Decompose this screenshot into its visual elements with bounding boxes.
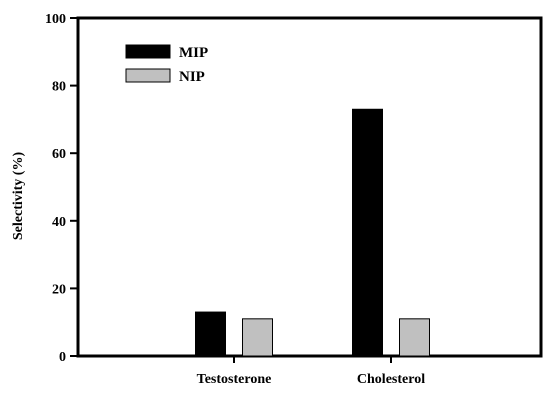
legend-swatch-nip (125, 68, 171, 83)
legend-label-mip: MIP (179, 45, 208, 61)
bar-nip-testosterone (242, 318, 273, 357)
bars (195, 108, 430, 357)
y-tick-label: 60 (52, 147, 66, 162)
y-tick-label: 40 (52, 215, 66, 230)
y-tick-label: 20 (52, 282, 66, 297)
x-categories: Testosterone Cholesterol (197, 356, 425, 387)
y-ticks: 0 20 40 60 80 100 (45, 12, 78, 365)
y-tick-label: 80 (52, 80, 66, 95)
x-category-label: Testosterone (197, 372, 272, 387)
y-tick-label: 0 (59, 350, 66, 365)
legend-swatch-mip (125, 44, 171, 59)
plot-frame (76, 16, 543, 358)
x-category-label: Cholesterol (357, 372, 425, 387)
y-axis-label: Selectivity (%) (11, 152, 26, 241)
legend-label-nip: NIP (179, 69, 205, 85)
legend: MIP NIP (125, 44, 208, 85)
bar-mip-cholesterol (352, 108, 383, 357)
y-tick-label: 100 (45, 12, 66, 27)
axes (76, 16, 543, 358)
bar-mip-testosterone (195, 311, 226, 357)
bar-nip-cholesterol (399, 318, 430, 357)
